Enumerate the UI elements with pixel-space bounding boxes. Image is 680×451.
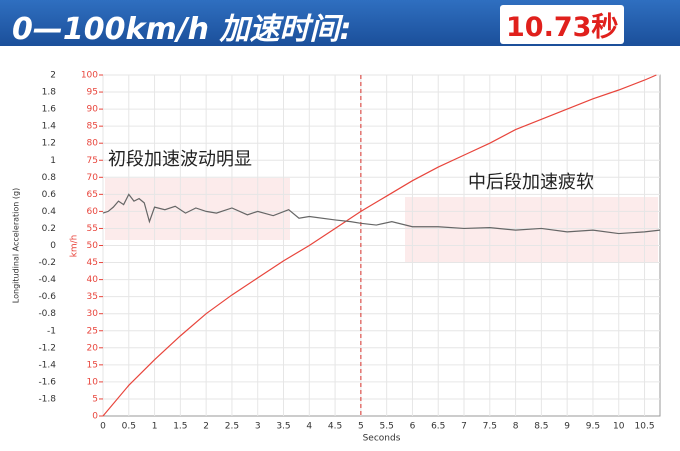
line-series	[102, 74, 657, 417]
x-tick-label: 2.5	[225, 422, 239, 432]
y-tick-label: 0.2	[42, 224, 56, 234]
x-tick-label: 6.5	[431, 422, 445, 432]
y2-axis-label: km/h	[70, 235, 80, 258]
y2-tick-label: 55	[87, 224, 98, 234]
annotation: 初段加速波动明显	[108, 149, 252, 170]
x-tick-label: 8	[513, 422, 519, 432]
y2-tick-label: 5	[92, 394, 98, 404]
y2-tick-label: 80	[87, 139, 99, 149]
annotation: 中后段加速疲软	[468, 172, 594, 193]
x-tick-label: 2	[203, 422, 209, 432]
x-tick-label: 8.5	[534, 422, 548, 432]
x-tick-label: 9.5	[586, 422, 600, 432]
header-value: 10.73秒	[500, 5, 625, 44]
y-tick-label: -0.4	[38, 275, 56, 285]
x-tick-label: 5.5	[379, 422, 393, 432]
y2-tick-label: 0	[92, 412, 98, 422]
y2-tick-label: 35	[87, 292, 98, 302]
y-tick-label: -1.6	[38, 377, 56, 387]
line-series	[102, 193, 661, 235]
x-tick-label: 10.5	[635, 422, 655, 432]
x-tick-label: 4	[306, 422, 312, 432]
y-tick-label: -1	[47, 326, 56, 336]
y-tick-label: 0.4	[42, 207, 57, 217]
x-tick-label: 7	[461, 422, 467, 432]
y2-tick-label: 85	[87, 122, 98, 132]
y-tick-label: 1.6	[42, 105, 57, 115]
y2-tick-label: 95	[87, 88, 98, 98]
y-tick-label: -0.6	[38, 292, 56, 302]
x-tick-label: 6	[410, 422, 416, 432]
y2-tick-label: 40	[87, 275, 99, 285]
y-tick-label: 1.4	[42, 122, 57, 132]
chart: 0 0.5 1 1.5 2 2.5 3 3.5 4 4.5 5 5.5 6 6.5 7 7.5 8 8.5 9 9.5…	[12, 71, 661, 444]
y2-tick-label: 45	[87, 258, 98, 268]
y-axis-label: Longitudinal Acceleration (g)	[12, 188, 21, 303]
x-tick-label: 3	[255, 422, 261, 432]
y-tick-label: -1.2	[38, 343, 56, 353]
x-tick-label: 4.5	[328, 422, 342, 432]
y-tick-label: 1.2	[42, 139, 56, 149]
y-tick-label: -0.2	[38, 258, 56, 268]
y2-tick-label: 20	[87, 343, 99, 353]
x-tick-label: 3.5	[276, 422, 290, 432]
y-tick-label: 0	[50, 241, 56, 251]
y-tick-label: 1	[50, 156, 56, 166]
y-tick-label: -1.4	[38, 360, 56, 370]
x-tick-label: 5	[358, 422, 364, 432]
header-title: 0—100km/h 加速时间:	[12, 12, 352, 47]
y2-tick-label: 30	[87, 309, 99, 319]
x-axis-label: Seconds	[363, 434, 401, 444]
y2-tick-label: 25	[87, 326, 98, 336]
y-tick-label: 1.8	[42, 88, 57, 98]
y2-tick-label: 50	[87, 241, 99, 251]
banner: 0—100km/h 加速时间: 10.73秒	[0, 0, 680, 47]
y-tick-label: -0.8	[38, 309, 56, 319]
y2-tick-label: 70	[87, 173, 99, 183]
x-tick-label: 1.5	[173, 422, 187, 432]
y2-tick-label: 90	[87, 105, 99, 115]
x-tick-label: 1	[152, 422, 158, 432]
y2-tick-label: 60	[87, 207, 99, 217]
y-tick-label: 0.6	[42, 190, 57, 200]
y2-tick-label: 65	[87, 190, 98, 200]
x-tick-label: 10	[613, 422, 625, 432]
y2-tick-label: 10	[87, 377, 99, 387]
y2-tick-label: 15	[87, 360, 98, 370]
y-tick-label: 2	[50, 71, 56, 81]
x-tick-label: 7.5	[483, 422, 497, 432]
y2-tick-label: 100	[81, 71, 98, 81]
y-tick-label: -1.8	[38, 394, 56, 404]
y-tick-label: 0.8	[42, 173, 57, 183]
x-tick-label: 0.5	[122, 422, 136, 432]
x-tick-label: 9	[564, 422, 570, 432]
y2-tick-label: 75	[87, 156, 98, 166]
x-tick-label: 0	[100, 422, 106, 432]
